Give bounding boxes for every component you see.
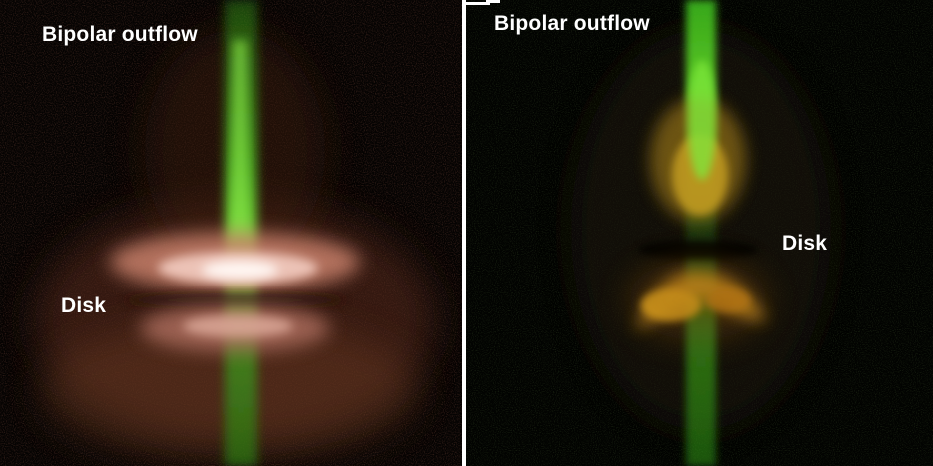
right-outflow-label: Bipolar outflow [494, 12, 650, 35]
left-panel-image: Bipolar outflow Disk [0, 0, 462, 466]
disk-pointer-line [466, 0, 500, 5]
left-astro-image [0, 0, 462, 466]
right-panel-image: Bipolar outflow Disk [466, 0, 933, 466]
disk-dark-lane [638, 240, 758, 260]
left-disk-label: Disk [61, 294, 107, 317]
left-outflow-label: Bipolar outflow [42, 23, 198, 46]
right-disk-label: Disk [782, 232, 828, 255]
panel-divider [462, 0, 466, 466]
right-astro-image [466, 0, 933, 466]
dust-lane [125, 293, 345, 307]
